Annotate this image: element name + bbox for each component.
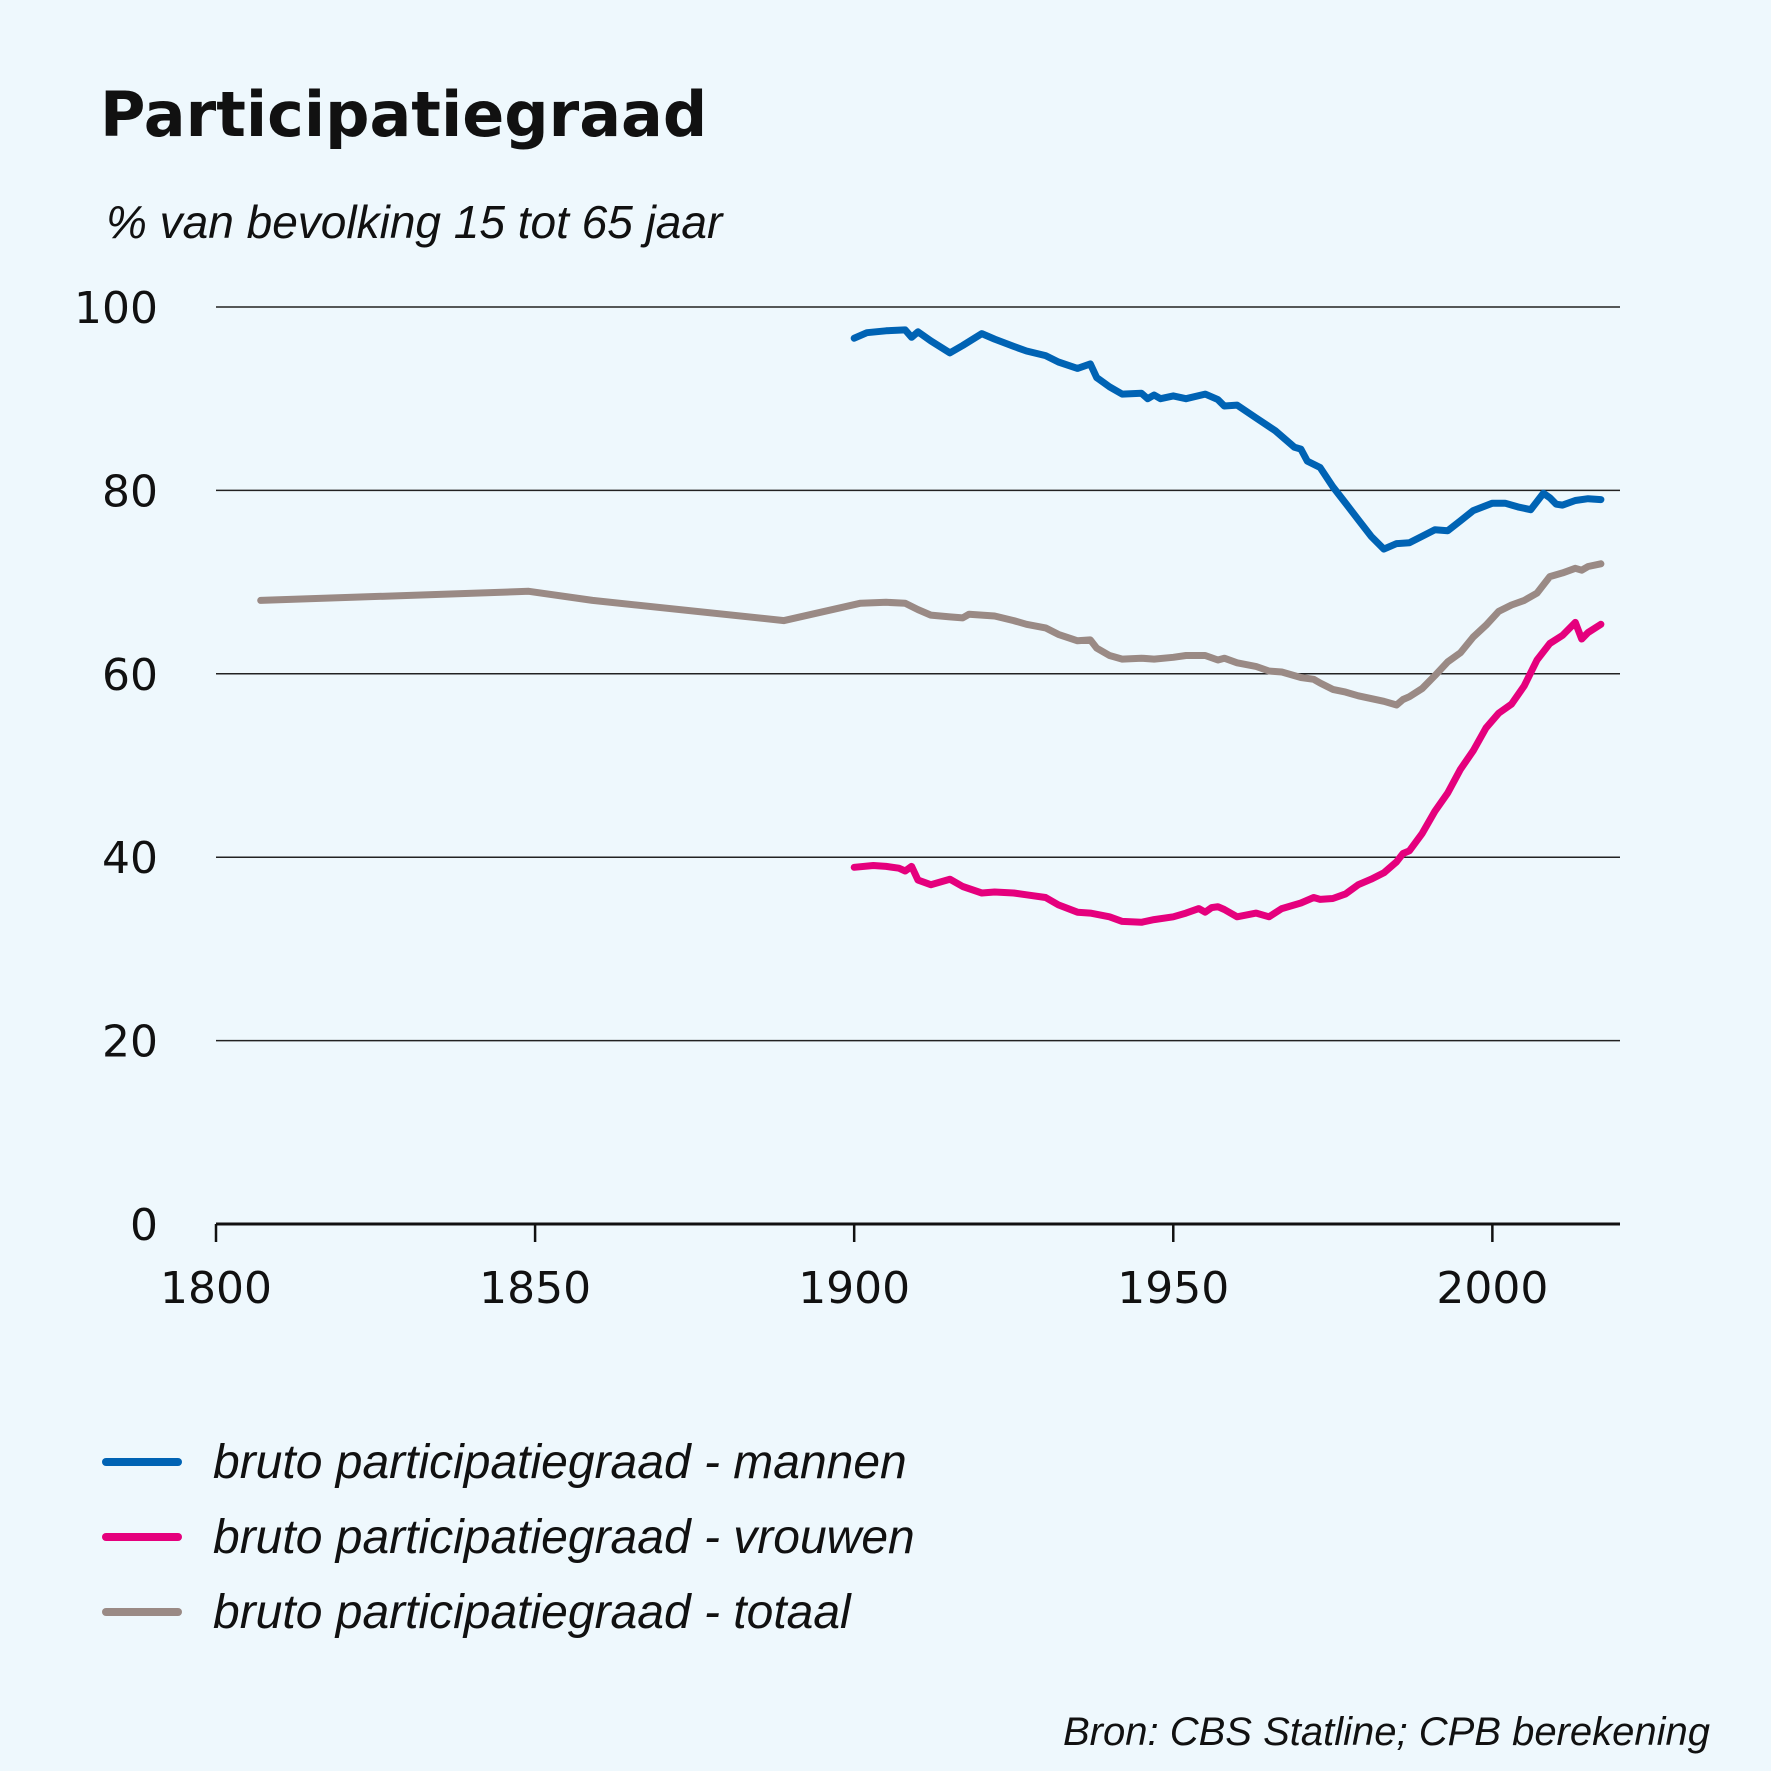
grid-lines <box>216 306 1620 1226</box>
series-line-vrouwen <box>850 618 1605 926</box>
legend-label-totaal: bruto participatiegraad - totaal <box>213 1586 852 1639</box>
y-tick-labels: 0 20 40 60 80 100 <box>74 283 158 1251</box>
legend: bruto participatiegraad - mannen bruto p… <box>102 1436 915 1639</box>
chart-title: Participatiegraad <box>100 78 707 151</box>
y-tick-label: 60 <box>102 650 158 701</box>
y-tick-label: 0 <box>130 1200 158 1251</box>
legend-label-vrouwen: bruto participatiegraad - vrouwen <box>213 1511 915 1564</box>
legend-label-mannen: bruto participatiegraad - mannen <box>213 1436 907 1489</box>
chart-subtitle: % van bevolking 15 tot 65 jaar <box>106 196 724 248</box>
legend-item-vrouwen: bruto participatiegraad - vrouwen <box>102 1511 915 1564</box>
y-tick-label: 80 <box>102 466 158 517</box>
series-line-mannen <box>850 326 1605 553</box>
source-note: Bron: CBS Statline; CPB berekening <box>1063 1710 1710 1754</box>
y-tick-label: 20 <box>102 1017 158 1068</box>
x-tick-label: 2000 <box>1436 1263 1548 1314</box>
x-tick-label: 1950 <box>1117 1263 1229 1314</box>
y-tick-label: 40 <box>102 833 158 884</box>
x-tick-label: 1800 <box>160 1263 272 1314</box>
series-lines <box>257 326 1605 926</box>
x-tick-label: 1850 <box>479 1263 591 1314</box>
legend-item-totaal: bruto participatiegraad - totaal <box>102 1586 852 1639</box>
legend-item-mannen: bruto participatiegraad - mannen <box>102 1436 907 1489</box>
x-tick-labels: 1800 1850 1900 1950 2000 <box>160 1224 1548 1314</box>
series-line-totaal <box>257 560 1605 709</box>
y-tick-label: 100 <box>74 283 158 334</box>
x-tick-label: 1900 <box>798 1263 910 1314</box>
